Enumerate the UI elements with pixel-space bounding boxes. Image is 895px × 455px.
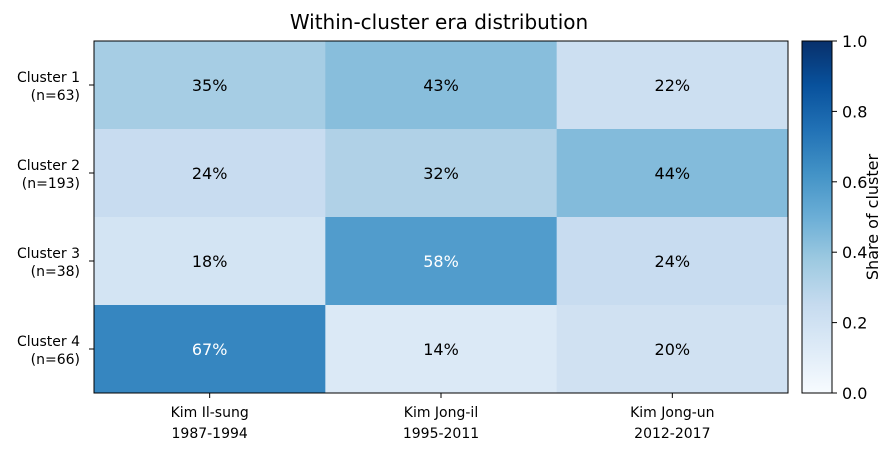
row-axis: Cluster 1 (n=63) Cluster 2 (n=193) Cluster 3… xyxy=(17,70,94,368)
heatmap-cell xyxy=(94,41,326,130)
colorbar-tick-label: 0.8 xyxy=(842,102,867,121)
cell-value-label: 22% xyxy=(655,76,691,95)
colorbar-tick-label: 0.4 xyxy=(842,243,867,262)
colorbar-label: Share of cluster xyxy=(863,153,882,280)
row-label: Cluster 2 xyxy=(17,158,80,174)
column-years-label: 1995-2011 xyxy=(403,426,479,442)
heatmap-cell xyxy=(94,217,326,306)
colorbar-tick-label: 0.0 xyxy=(842,384,867,403)
row-count-label: (n=193) xyxy=(22,176,80,192)
row-count-label: (n=66) xyxy=(31,352,80,368)
heatmap-cell xyxy=(325,129,558,218)
row-label: Cluster 1 xyxy=(17,70,80,86)
heatmap-cell xyxy=(325,217,558,306)
heatmap-cell xyxy=(556,217,789,306)
row-count-label: (n=63) xyxy=(31,88,80,104)
heatmap-cell xyxy=(556,305,789,394)
colorbar-tick-label: 0.2 xyxy=(842,314,867,333)
column-label: Kim Jong-il xyxy=(404,405,478,421)
chart-title: Within-cluster era distribution xyxy=(290,10,588,34)
row-label: Cluster 4 xyxy=(17,334,80,350)
column-label: Kim Jong-un xyxy=(630,405,714,421)
row-count-label: (n=38) xyxy=(31,264,80,280)
cell-value-label: 67% xyxy=(192,340,228,359)
colorbar-tick-label: 0.6 xyxy=(842,173,867,192)
cell-value-label: 14% xyxy=(423,340,459,359)
heatmap-cell xyxy=(556,41,789,130)
cell-value-label: 32% xyxy=(423,164,459,183)
cell-value-label: 20% xyxy=(655,340,691,359)
row-label: Cluster 3 xyxy=(17,246,80,262)
column-years-label: 1987-1994 xyxy=(172,426,248,442)
cell-value-label: 24% xyxy=(192,164,228,183)
heatmap-cell xyxy=(325,305,558,394)
cell-value-label: 58% xyxy=(423,252,459,271)
cell-value-label: 44% xyxy=(655,164,691,183)
colorbar-ticks: 0.0 0.2 0.4 0.6 0.8 1.0 xyxy=(832,32,867,403)
colorbar-tick-label: 1.0 xyxy=(842,32,867,51)
heatmap-cell xyxy=(94,129,326,218)
column-years-label: 2012-2017 xyxy=(634,426,710,442)
cell-value-label: 35% xyxy=(192,76,228,95)
heatmap-cells xyxy=(94,41,789,394)
column-label: Kim Il-sung xyxy=(171,405,249,421)
cell-value-label: 18% xyxy=(192,252,228,271)
heatmap-cell xyxy=(556,129,789,218)
cell-value-label: 24% xyxy=(655,252,691,271)
cell-value-label: 43% xyxy=(423,76,459,95)
colorbar xyxy=(801,40,833,394)
column-axis: Kim Il-sung 1987-1994 Kim Jong-il 1995-2011… xyxy=(171,393,715,442)
cell-labels: 35% 43% 22% 24% 32% 44% 18% 58% 24% 67% 14% 20% xyxy=(192,76,690,359)
heatmap-cell xyxy=(94,305,326,394)
heatmap-cell xyxy=(325,41,558,130)
